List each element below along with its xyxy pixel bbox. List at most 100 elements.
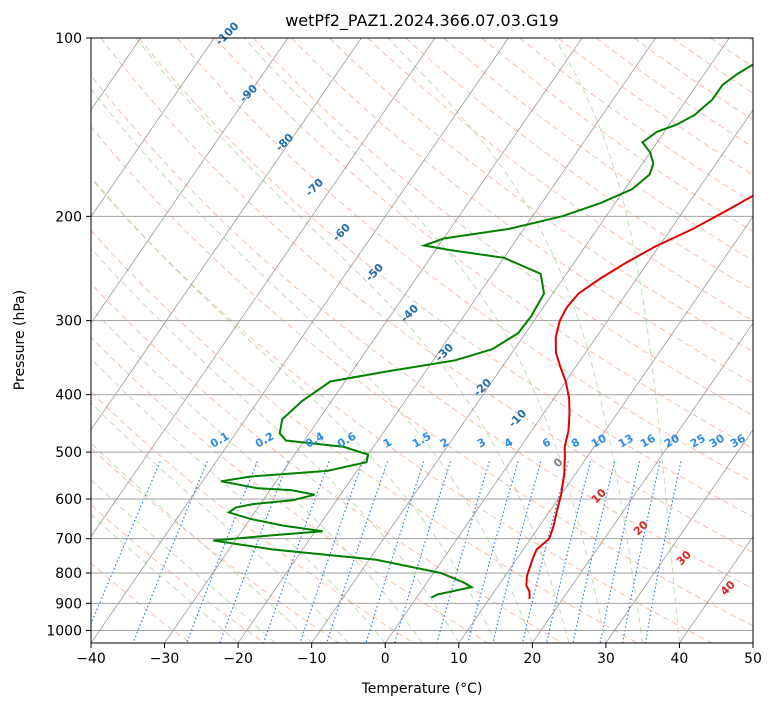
y-tick-label: 200 [55,209,82,225]
dry-adiabat-label: -10 [506,407,529,430]
mixing-ratio-label: 0.1 [208,430,231,451]
dry-adiabat [557,38,753,176]
dry-adiabat [595,38,753,148]
dry-adiabat [519,38,753,204]
dry-adiabat [367,38,753,322]
y-tick-label: 100 [55,31,82,47]
mixing-ratio-label: 13 [616,432,636,451]
dry-adiabat [634,38,753,121]
background-lines [0,38,753,643]
y-tick-label: 1000 [46,623,82,639]
mixing-ratio-label: 10 [589,432,609,451]
dry-adiabat [91,447,340,643]
mixing-ratio-line [546,461,591,643]
dry-adiabat [91,177,713,643]
isotherm-line [311,38,730,643]
moist-adiabat [91,247,460,643]
isotherm-line [752,642,753,643]
dry-adiabat [91,125,753,627]
isotherm-line [91,38,436,538]
mixing-ratio-line [132,461,208,643]
x-axis-label: Temperature (°C) [361,681,483,697]
mixing-ratio-line [599,461,641,643]
isotherm-line [532,322,753,643]
dry-adiabat [138,38,753,518]
dry-adiabat [91,229,638,643]
moist-adiabat [91,442,313,643]
mixing-ratio-line [492,461,542,643]
dry-adiabat [91,391,414,643]
moist-adiabat [91,479,276,643]
dry-adiabat-label: -80 [273,131,296,154]
mixing-ratio-label: 0.4 [303,429,327,450]
isotherm-line [91,38,509,643]
isotherm-line [91,38,362,431]
dry-adiabat-label: -60 [330,221,353,244]
moist-adiabat [91,87,533,643]
dry-adiabat [291,38,753,384]
x-tick-label: 40 [671,651,689,667]
dry-adiabat [91,282,563,643]
moist-adiabat-label: 30 [674,548,694,568]
temperature-profile [525,194,753,600]
dry-adiabat [443,38,753,262]
dry-adiabat [329,38,753,353]
moist-adiabat [91,357,386,643]
isotherm-line [0,38,67,643]
mixing-ratio-line [436,461,490,643]
y-tick-label: 400 [55,388,82,404]
moist-adiabat [91,176,497,643]
x-tick-label: 10 [450,651,468,667]
isotherm-line [91,38,215,218]
moist-adiabat-label: 20 [631,518,651,538]
dry-adiabat [91,74,753,590]
isotherm-line [237,38,656,643]
dry-adiabat [91,336,489,643]
dry-adiabat [214,38,753,450]
y-tick-label: 900 [55,596,82,612]
dry-adiabat [91,504,265,643]
x-tick-label: −10 [297,651,327,667]
moist-adiabat [553,38,680,643]
isotherm-line [605,429,753,643]
x-tick-label: 20 [523,651,541,667]
dry-adiabat [252,38,753,417]
profiles-group [213,63,753,600]
mixing-ratio-line [219,461,289,643]
dry-adiabat [710,38,753,68]
x-tick-label: 50 [744,651,762,667]
isotherm-line [384,109,753,643]
mixing-ratio-line [91,461,161,625]
x-tick-label: 30 [597,651,615,667]
isotherm-line [164,38,583,643]
mixing-ratio-label: 0.2 [253,430,276,451]
isotherm-line [91,38,289,324]
mixing-ratio-line [521,461,569,643]
mixing-ratio-line [299,461,364,643]
moist-adiabat [91,513,239,643]
x-tick-label: −30 [150,651,180,667]
plot-frame [90,37,754,644]
y-tick-label: 500 [55,445,82,461]
mixing-ratio-line [186,461,258,643]
moist-adiabat-label: 10 [589,486,609,506]
mixing-ratio-label: 16 [638,432,658,451]
mixing-ratio-line [644,461,682,643]
dry-adiabat [91,562,191,643]
x-tick-label: 0 [381,651,390,667]
y-axis: 100 200 300 400 500 600 700 800 900 1000 [46,31,91,639]
dry-adiabat-label: -100 [213,19,242,48]
x-axis: −40 −30 −20 −10 0 10 20 30 40 50 [76,643,762,667]
mixing-ratio-label: 30 [707,432,727,451]
dry-adiabat-label: -70 [303,176,326,199]
moist-adiabat-label: 40 [718,578,738,598]
dry-adiabat-label: -40 [398,302,421,325]
dewpoint-profile [213,63,753,599]
mixing-ratio-label: 20 [662,432,682,451]
mixing-ratio-label: 3 [475,436,488,451]
moist-adiabat [91,307,423,643]
y-axis-label: Pressure (hPa) [12,290,28,390]
mixing-ratio-label: 0.6 [335,429,359,450]
dry-adiabat [405,38,753,291]
